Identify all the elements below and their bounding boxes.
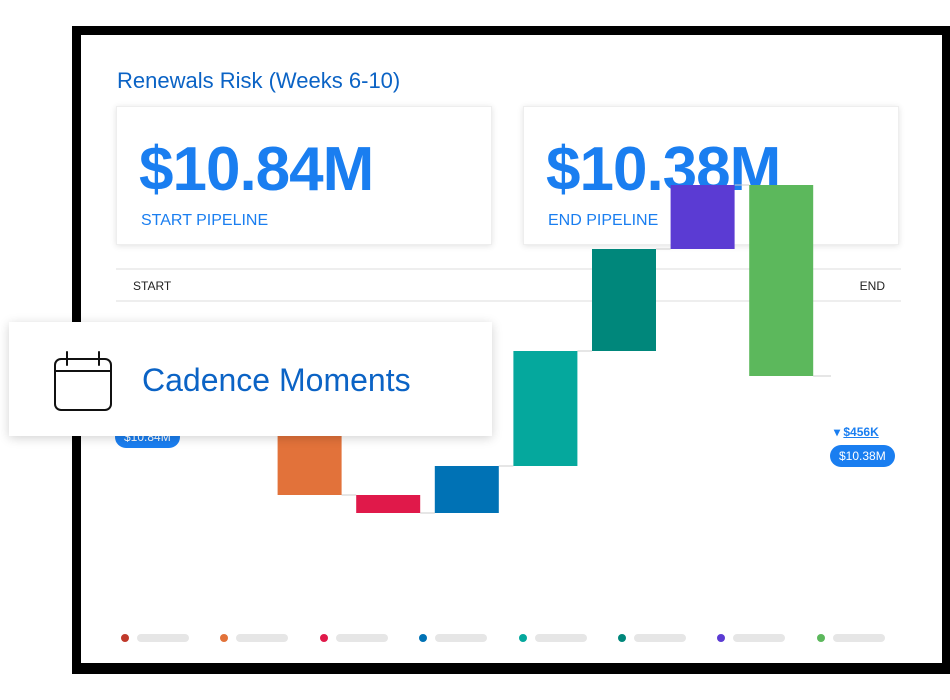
legend-label-placeholder — [832, 634, 885, 642]
legend-label-placeholder — [137, 634, 189, 642]
legend-item[interactable] — [319, 631, 400, 645]
start-pipeline-label: START PIPELINE — [141, 212, 269, 229]
legend-dot — [618, 634, 626, 642]
legend-dot — [816, 634, 825, 642]
legend-item[interactable] — [419, 631, 499, 645]
legend-item[interactable] — [618, 631, 698, 645]
legend-item[interactable] — [220, 631, 300, 645]
page-title: Renewals Risk (Weeks 6-10) — [117, 68, 401, 93]
legend-dot — [220, 634, 229, 642]
legend-item[interactable] — [816, 631, 897, 645]
legend-item[interactable] — [518, 631, 599, 645]
legend-dot — [518, 634, 527, 642]
dashboard-panel: Renewals Risk (Weeks 6-10) $10.84M START… — [81, 35, 942, 663]
axis-end-label: END — [859, 279, 885, 293]
legend-label-placeholder — [435, 634, 488, 642]
legend-item[interactable] — [121, 631, 201, 645]
legend-label-placeholder — [335, 634, 388, 642]
waterfall-bar[interactable] — [513, 351, 578, 466]
legend-dot — [717, 634, 726, 642]
legend-label-placeholder — [236, 634, 289, 642]
chart-legend — [121, 631, 901, 645]
waterfall-bar[interactable] — [434, 466, 499, 513]
legend-label-placeholder — [634, 634, 686, 642]
axis-start-label: START — [133, 279, 172, 293]
end-value-pill: $10.38M — [830, 445, 895, 467]
legend-label-placeholder — [733, 634, 786, 642]
legend-dot — [121, 634, 129, 642]
calendar-icon — [54, 351, 112, 411]
waterfall-bar[interactable] — [356, 495, 421, 513]
net-change-value: $456K — [843, 425, 879, 439]
waterfall-bar[interactable] — [592, 249, 656, 351]
legend-dot — [319, 634, 328, 642]
start-pipeline-card[interactable]: $10.84M START PIPELINE — [116, 106, 492, 245]
cadence-moments-label: Cadence Moments — [142, 362, 411, 398]
legend-label-placeholder — [534, 634, 587, 642]
net-change-label: ▾ $456K — [834, 425, 879, 439]
waterfall-axis-header: START END — [116, 268, 901, 302]
cadence-moments-card[interactable]: Cadence Moments — [9, 322, 492, 436]
waterfall-end-bar[interactable] — [749, 185, 814, 376]
legend-dot — [419, 634, 428, 642]
down-arrow-icon: ▾ — [834, 425, 841, 439]
start-pipeline-value: $10.84M — [139, 135, 374, 204]
legend-item[interactable] — [717, 631, 797, 645]
end-pipeline-value: $10.38M — [546, 135, 781, 204]
end-pipeline-label: END PIPELINE — [548, 212, 659, 229]
waterfall-bar[interactable] — [670, 185, 735, 249]
